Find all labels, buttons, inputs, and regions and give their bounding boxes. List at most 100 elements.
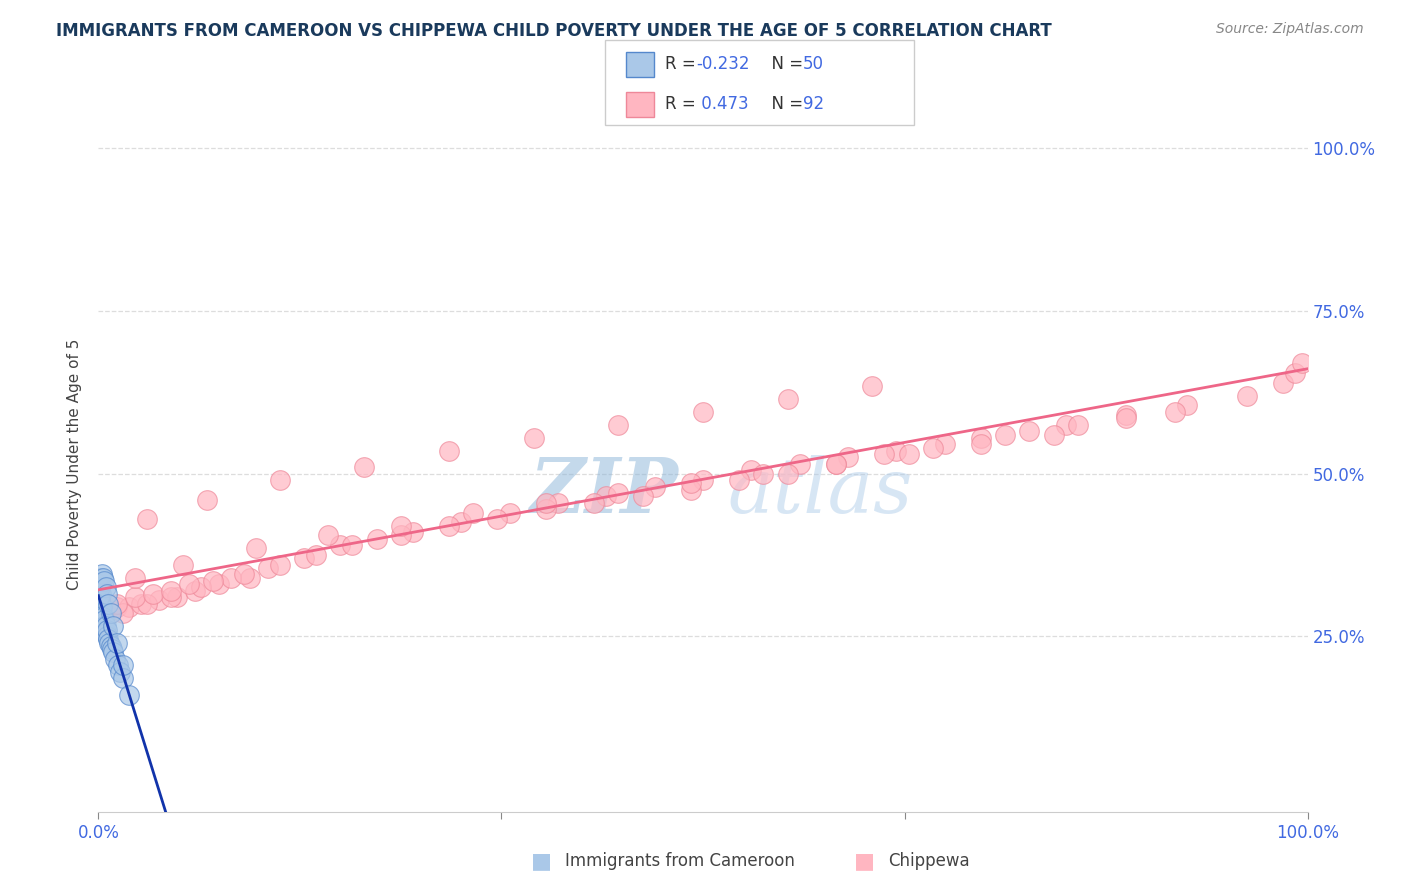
Point (96, 629, 118, 643)
Point (679, 476, 702, 491)
Point (873, 447, 896, 461)
Point (91, 599, 114, 614)
Text: 92: 92 (803, 95, 824, 113)
Text: R =: R = (665, 95, 702, 113)
Point (583, 496, 606, 510)
Point (91, 616, 114, 631)
Point (679, 483, 702, 497)
Point (1054, 417, 1077, 432)
Point (179, 577, 201, 591)
Point (1067, 417, 1090, 432)
Point (437, 518, 460, 533)
Point (1042, 427, 1064, 442)
Point (970, 431, 993, 445)
Point (256, 561, 278, 575)
Point (89, 577, 111, 591)
Point (692, 473, 714, 487)
Point (104, 652, 127, 666)
Point (93, 574, 115, 588)
Text: N =: N = (761, 95, 808, 113)
Point (100, 639, 122, 653)
Point (837, 450, 859, 465)
Point (111, 672, 134, 686)
Point (316, 528, 339, 542)
Point (886, 443, 908, 458)
Point (825, 457, 848, 471)
Point (825, 457, 848, 471)
Point (94, 581, 117, 595)
Point (91, 619, 114, 633)
Text: ZIP: ZIP (530, 455, 679, 529)
Point (89, 590, 111, 604)
Text: -0.232: -0.232 (696, 55, 749, 73)
Point (118, 688, 141, 702)
Point (100, 607, 122, 621)
Point (105, 597, 128, 611)
Point (292, 551, 315, 566)
Text: Immigrants from Cameroon: Immigrants from Cameroon (565, 852, 794, 870)
Point (595, 489, 617, 503)
Point (142, 587, 165, 601)
Point (91, 613, 114, 627)
Point (160, 583, 183, 598)
Point (89, 607, 111, 621)
Point (232, 567, 254, 582)
Point (245, 541, 267, 556)
Point (776, 467, 799, 481)
Point (860, 379, 883, 393)
Point (90, 571, 112, 585)
Point (97, 597, 120, 611)
Point (1115, 411, 1137, 425)
Point (98, 635, 121, 649)
Point (534, 496, 557, 510)
Point (105, 599, 128, 614)
Point (752, 467, 775, 481)
Point (90, 613, 112, 627)
Point (135, 512, 157, 526)
Point (89, 593, 111, 607)
Point (96, 587, 118, 601)
Text: 0.473: 0.473 (696, 95, 748, 113)
Text: R =: R = (665, 55, 702, 73)
Point (90, 609, 112, 624)
Text: ■: ■ (531, 851, 551, 871)
Point (450, 516, 472, 530)
Text: atlas: atlas (727, 455, 912, 529)
Point (402, 525, 425, 540)
Point (101, 619, 124, 633)
Point (208, 577, 231, 591)
Point (124, 571, 146, 585)
Point (160, 590, 183, 604)
Point (172, 558, 194, 572)
Point (129, 597, 152, 611)
Point (96, 623, 118, 637)
Point (1272, 376, 1295, 390)
Point (921, 441, 943, 455)
Point (1175, 398, 1198, 412)
Point (107, 658, 129, 673)
Point (329, 538, 352, 552)
Point (90, 603, 112, 617)
Point (89, 597, 111, 611)
Point (547, 496, 569, 510)
Point (692, 405, 714, 419)
Point (389, 518, 412, 533)
Point (389, 528, 412, 542)
Point (94, 626, 117, 640)
Point (166, 590, 188, 604)
Point (89, 599, 111, 614)
Point (93, 623, 115, 637)
Point (100, 607, 122, 621)
Point (1115, 408, 1137, 422)
Point (135, 597, 157, 611)
Text: Source: ZipAtlas.com: Source: ZipAtlas.com (1216, 22, 1364, 37)
Point (93, 613, 115, 627)
Point (91, 571, 114, 585)
Point (195, 492, 218, 507)
Point (631, 489, 654, 503)
Point (89, 581, 111, 595)
Point (789, 457, 811, 471)
Point (644, 480, 666, 494)
Point (1236, 388, 1258, 402)
Point (105, 635, 128, 649)
